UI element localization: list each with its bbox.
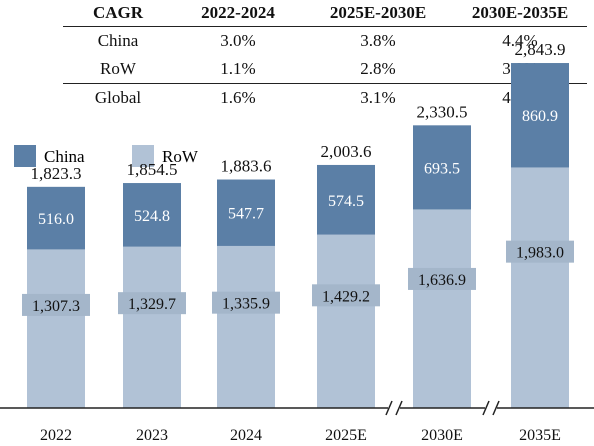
cagr-header-period-3: 2030E-2035E — [453, 0, 587, 27]
cagr-header-row: CAGR 2022-2024 2025E-2030E 2030E-2035E — [63, 0, 587, 27]
bar-row-2030E — [413, 209, 471, 408]
x-tick-labels: 2022 2023 2024 2025E 2030E 2035E — [40, 427, 561, 444]
row-value-label: 1,335.9 — [222, 296, 270, 313]
legend-label-china: China — [44, 147, 85, 166]
axis-break-mark — [482, 400, 490, 416]
chart-legend: China RoW — [14, 145, 199, 167]
china-value-label: 516.0 — [38, 211, 74, 228]
cagr-cell: 1.6% — [173, 83, 303, 112]
china-value-label: 574.5 — [328, 193, 364, 210]
row-value-label-bg — [212, 291, 280, 314]
bar-china-2023 — [123, 183, 181, 247]
row-value-label: 1,307.3 — [32, 298, 80, 315]
bar-group — [27, 63, 569, 408]
cagr-row-label: Global — [63, 83, 173, 112]
cagr-cell: 1.1% — [220, 59, 256, 78]
row-value-label-bg — [506, 240, 574, 263]
total-value-label: 2,003.6 — [321, 142, 372, 161]
bar-row-2035E — [511, 167, 569, 408]
china-value-label: 524.8 — [134, 208, 170, 225]
row-value-label-bg — [118, 292, 186, 315]
bar-china-2025E — [317, 164, 375, 235]
x-tick-label: 2024 — [230, 427, 262, 444]
cagr-cell: 2.8% — [360, 59, 396, 78]
cagr-cell: 3.8% — [360, 31, 396, 50]
row-value-label: 1,429.2 — [322, 288, 370, 305]
total-value-label: 1,883.6 — [221, 157, 272, 176]
label-group: 516.0 1,307.3 1,823.3 524.8 1,329.7 1,854.5 54… — [22, 40, 574, 316]
total-value-label: 1,854.5 — [127, 160, 178, 179]
bar-row-2025E — [317, 234, 375, 408]
bar-row-2024 — [217, 245, 275, 408]
bar-row-2023 — [123, 246, 181, 408]
legend-swatch-china — [14, 145, 36, 167]
legend-swatch-row — [132, 145, 154, 167]
cagr-row-label: China — [97, 31, 139, 50]
bar-china-2035E — [511, 63, 569, 168]
axis-break-mark — [385, 400, 393, 416]
china-value-label: 693.5 — [424, 160, 460, 177]
cagr-cell: 3.1% — [303, 83, 453, 112]
bar-row-2022 — [27, 249, 85, 408]
row-value-label: 1,329.7 — [128, 296, 176, 313]
cagr-header-label: CAGR — [63, 0, 173, 27]
china-value-label: 547.7 — [228, 206, 264, 223]
total-value-label: 1,823.3 — [31, 164, 82, 183]
china-value-label: 860.9 — [522, 108, 558, 125]
cagr-header-period-2: 2025E-2030E — [303, 0, 453, 27]
legend-label-row: RoW — [162, 147, 199, 166]
total-value-label: 2,330.5 — [417, 102, 468, 121]
axis-break-mark — [395, 400, 403, 416]
row-value-label: 1,636.9 — [418, 272, 466, 289]
cagr-cell: 4.4% — [502, 31, 538, 50]
x-tick-label: 2035E — [519, 427, 561, 444]
cagr-row-china: China 3.0% 3.8% 4.4% — [63, 27, 587, 56]
x-tick-label: 2025E — [325, 427, 367, 444]
bar-china-2022 — [27, 186, 85, 250]
cagr-cell: 3.0% — [220, 31, 256, 50]
x-tick-label: 2030E — [421, 427, 463, 444]
x-tick-label: 2023 — [136, 427, 168, 444]
axis-break-mark — [492, 400, 500, 416]
x-tick-label: 2022 — [40, 427, 72, 444]
row-value-label-bg — [408, 267, 476, 290]
cagr-row-label: RoW — [100, 59, 136, 78]
bar-china-2024 — [217, 179, 275, 246]
cagr-header-period-1: 2022-2024 — [173, 0, 303, 27]
bar-china-2030E — [413, 125, 471, 210]
total-value-label: 2,843.9 — [515, 40, 566, 59]
axis-break-group — [385, 400, 500, 416]
row-value-label-bg — [22, 293, 90, 316]
row-value-label-bg — [312, 284, 380, 307]
row-value-label: 1,983.0 — [516, 245, 564, 262]
